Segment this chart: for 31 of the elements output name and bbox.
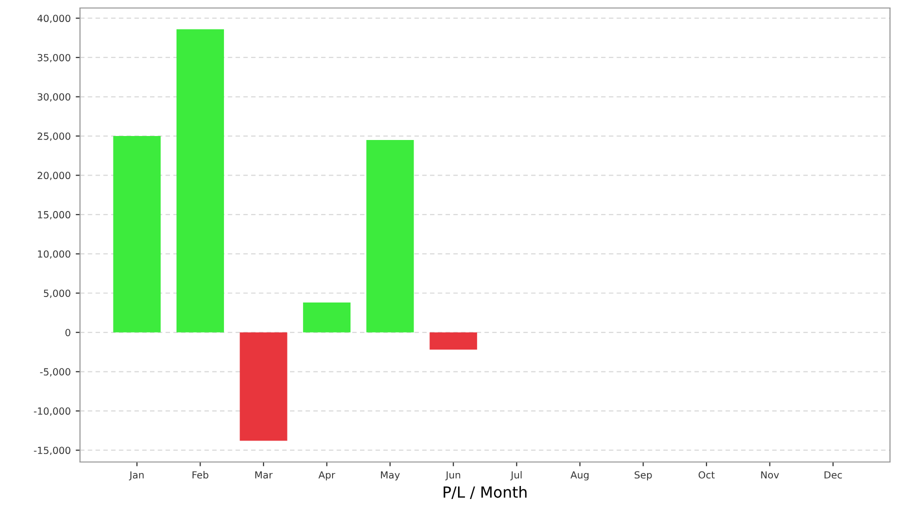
y-tick-label: 5,000 — [44, 290, 70, 298]
x-tick-label: Feb — [192, 471, 208, 479]
x-tick-label: Apr — [318, 471, 336, 480]
x-axis-title: P/L / Month — [444, 486, 527, 500]
y-tick-label: 35,000 — [38, 54, 70, 62]
y-tick-label: -5,000 — [40, 368, 70, 376]
x-tick-label: Dec — [824, 471, 842, 479]
x-tick-label: Sep — [634, 471, 652, 480]
y-tick-label: -15,000 — [34, 446, 70, 456]
x-tick-label: Aug — [570, 471, 589, 480]
bar — [240, 332, 288, 441]
x-tick-label: Jun — [445, 471, 460, 480]
x-tick-label: May — [380, 471, 400, 480]
x-tick-label: Jan — [128, 471, 144, 480]
bar — [113, 136, 161, 332]
x-tick-label: Nov — [761, 471, 779, 479]
x-tick-label: Oct — [698, 471, 715, 479]
y-tick-label: 10,000 — [38, 250, 70, 259]
y-tick-label: 15,000 — [38, 211, 70, 220]
y-tick-label: 40,000 — [37, 14, 70, 24]
x-tick-label: Jul — [510, 471, 522, 480]
bar — [430, 332, 478, 350]
y-tick-label: 30,000 — [38, 93, 70, 102]
y-tick-label: 0 — [65, 328, 70, 336]
x-tick-label: Mar — [255, 471, 273, 479]
y-tick-label: 20,000 — [38, 172, 70, 180]
y-tick-label: 25,000 — [38, 132, 70, 141]
bar — [176, 29, 224, 332]
bar — [303, 302, 351, 332]
y-tick-label: -10,000 — [34, 407, 70, 416]
bar — [366, 140, 414, 332]
